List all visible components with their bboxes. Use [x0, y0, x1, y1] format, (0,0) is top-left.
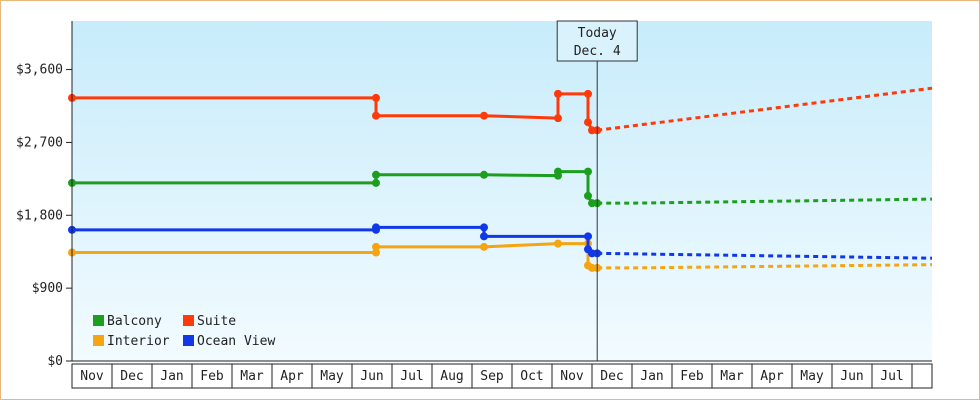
legend-swatch-interior: [93, 335, 104, 346]
data-point-suite[interactable]: [372, 93, 380, 102]
data-point-suite[interactable]: [584, 118, 592, 127]
x-tick-label: May: [320, 369, 344, 384]
x-tick-label: Mar: [240, 369, 264, 384]
x-tick-label: Sep: [480, 369, 504, 384]
data-point-balcony[interactable]: [372, 178, 380, 187]
forecast-line-interior: [597, 263, 933, 270]
data-point-balcony[interactable]: [480, 170, 488, 179]
data-point-balcony[interactable]: [554, 167, 562, 176]
plot-area: [72, 21, 932, 361]
month-cell: [311, 363, 353, 389]
data-point-ocean-view[interactable]: [584, 232, 592, 241]
month-cell: [71, 363, 113, 389]
x-tick-label: Jan: [640, 369, 663, 384]
data-point-suite[interactable]: [480, 111, 488, 120]
month-cell: [231, 363, 273, 389]
month-cell: [551, 363, 593, 389]
today-date: Dec. 4: [574, 44, 621, 59]
y-tick-label: $3,600: [16, 63, 63, 78]
month-cell: [391, 363, 433, 389]
x-tick-label: Jun: [360, 369, 383, 384]
y-tick-label: $2,700: [16, 135, 63, 150]
month-cell: [151, 363, 193, 389]
today-label: Today: [578, 26, 617, 41]
data-point-suite[interactable]: [372, 111, 380, 120]
data-point-suite[interactable]: [584, 89, 592, 98]
legend-swatch-balcony: [93, 315, 104, 326]
month-cell: [591, 363, 633, 389]
x-tick-label: Feb: [200, 369, 224, 384]
y-tick-label: $900: [32, 281, 63, 296]
month-cell: [791, 363, 833, 389]
data-point-suite[interactable]: [554, 89, 562, 98]
x-tick-label: Jul: [400, 369, 423, 384]
data-point-interior[interactable]: [554, 239, 562, 248]
data-point-interior[interactable]: [372, 242, 380, 251]
legend-label-balcony: Balcony: [107, 314, 162, 329]
x-tick-label: Aug: [440, 369, 463, 384]
legend-label-suite: Suite: [197, 314, 236, 329]
data-point-suite[interactable]: [554, 114, 562, 123]
legend-label-ocean-view: Ocean View: [197, 334, 275, 349]
data-point-ocean-view[interactable]: [480, 223, 488, 232]
month-cell: [911, 363, 933, 389]
x-tick-label: Jul: [880, 369, 903, 384]
x-tick-label: Oct: [520, 369, 543, 384]
x-tick-label: Feb: [680, 369, 704, 384]
month-cell: [431, 363, 473, 389]
series-line-suite: [72, 92, 598, 132]
x-tick-label: Apr: [760, 369, 784, 384]
today-box: [556, 20, 638, 62]
y-tick-label: $0: [47, 354, 63, 369]
data-point-ocean-view[interactable]: [372, 223, 380, 232]
legend-label-interior: Interior: [107, 334, 170, 349]
forecast-line-balcony: [597, 197, 933, 205]
month-cell: [351, 363, 393, 389]
x-tick-label: Jan: [160, 369, 183, 384]
data-point-balcony[interactable]: [584, 167, 592, 176]
x-tick-label: Dec: [600, 369, 623, 384]
y-tick-label: $1,800: [16, 208, 63, 223]
x-tick-label: Apr: [280, 369, 304, 384]
data-point-balcony[interactable]: [372, 170, 380, 179]
legend-swatch-suite: [183, 315, 194, 326]
data-point-interior[interactable]: [480, 242, 488, 251]
month-cell: [711, 363, 753, 389]
legend-swatch-ocean-view: [183, 335, 194, 346]
x-tick-label: Nov: [560, 369, 584, 384]
x-tick-label: Jun: [840, 369, 863, 384]
x-tick-label: Mar: [720, 369, 744, 384]
x-tick-label: May: [800, 369, 824, 384]
month-cell: [631, 363, 673, 389]
month-cell: [751, 363, 793, 389]
forecast-line-suite: [597, 86, 933, 132]
data-point-balcony[interactable]: [584, 191, 592, 200]
data-point-interior[interactable]: [372, 248, 380, 257]
forecast-line-ocean-view: [597, 251, 933, 260]
month-cell: [111, 363, 153, 389]
data-point-ocean-view[interactable]: [480, 232, 488, 241]
x-tick-label: Nov: [80, 369, 104, 384]
x-tick-label: Dec: [120, 369, 143, 384]
